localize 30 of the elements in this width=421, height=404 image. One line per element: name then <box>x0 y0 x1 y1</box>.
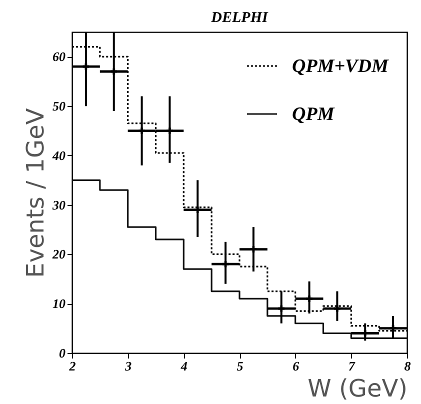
point <box>110 68 118 75</box>
point <box>194 206 201 213</box>
point <box>306 296 312 302</box>
y-tick-label: 60 <box>52 49 66 64</box>
legend-label: QPM+VDM <box>292 56 390 77</box>
y-tick-label: 30 <box>52 197 66 212</box>
x-tick-label: 4 <box>180 358 188 374</box>
x-tick-label: 5 <box>236 358 244 374</box>
y-tick-label: 0 <box>59 346 66 360</box>
y-tick-label: 40 <box>52 148 66 163</box>
x-tick-label: 6 <box>292 358 300 374</box>
y-axis-title: Events / 1GeV <box>22 108 50 278</box>
x-tick-label: 3 <box>124 358 132 374</box>
y-tick-label: 10 <box>52 296 66 312</box>
point <box>334 305 340 312</box>
point <box>82 63 90 70</box>
x-tick-label: 7 <box>348 358 356 374</box>
x-axis-title: W (GeV) <box>308 374 408 402</box>
legend-label: QPM <box>292 104 336 125</box>
y-tick-label: 50 <box>52 98 66 114</box>
y-tick-label: 20 <box>52 246 66 262</box>
x-tick-label: 8 <box>404 358 412 374</box>
chart-title: DELPHI <box>210 10 269 26</box>
x-tick-label: 2 <box>68 358 76 374</box>
point <box>138 128 145 134</box>
point <box>250 246 257 252</box>
point <box>390 325 396 332</box>
point <box>222 260 229 268</box>
point <box>278 305 285 312</box>
point <box>166 128 173 134</box>
